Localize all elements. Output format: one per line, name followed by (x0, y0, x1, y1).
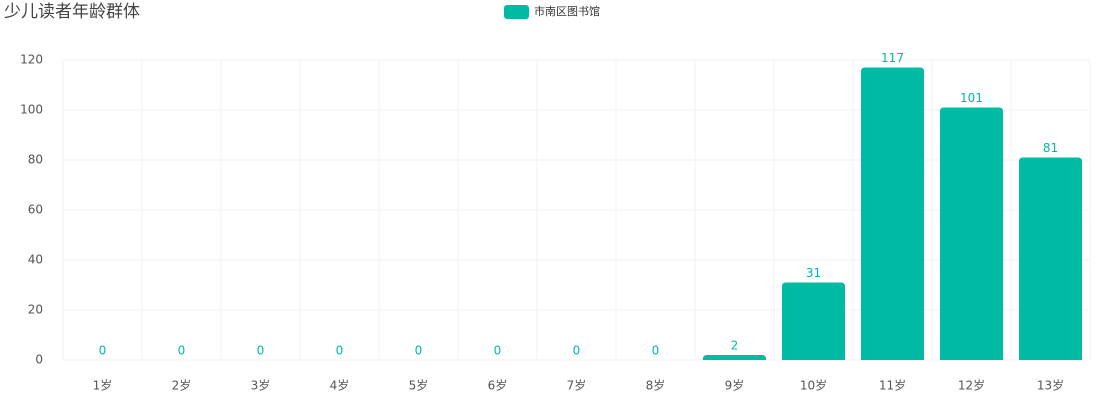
chart-title: 少儿读者年龄群体 (4, 2, 140, 22)
y-tick-label: 100 (20, 103, 43, 117)
data-label: 0 (257, 344, 265, 358)
y-tick-label: 60 (28, 203, 43, 217)
x-tick-label: 3岁 (251, 378, 271, 393)
x-tick-label: 1岁 (93, 378, 113, 393)
x-tick-label: 10岁 (800, 378, 827, 393)
x-tick-label: 9岁 (725, 378, 745, 393)
x-tick-label: 13岁 (1037, 378, 1064, 393)
y-tick-label: 120 (20, 53, 43, 67)
data-label: 0 (99, 344, 107, 358)
y-tick-label: 80 (28, 153, 43, 167)
x-tick-label: 4岁 (330, 378, 350, 393)
y-tick-label: 0 (35, 353, 43, 367)
data-label: 0 (652, 344, 660, 358)
data-label: 0 (415, 344, 423, 358)
x-tick-label: 6岁 (488, 378, 508, 393)
data-label: 101 (960, 91, 983, 105)
bar (1019, 157, 1082, 360)
y-tick-label: 20 (28, 303, 43, 317)
data-label: 0 (178, 344, 186, 358)
bar (782, 282, 845, 360)
y-tick-label: 40 (28, 253, 43, 267)
legend-label: 市南区图书馆 (534, 4, 600, 18)
bar (703, 355, 766, 360)
x-tick-label: 12岁 (958, 378, 985, 393)
bar (940, 107, 1003, 360)
data-label: 0 (336, 344, 344, 358)
data-label: 117 (881, 51, 904, 65)
legend-swatch (504, 5, 529, 19)
data-label: 0 (573, 344, 581, 358)
data-label: 0 (494, 344, 502, 358)
x-tick-label: 7岁 (567, 378, 587, 393)
data-label: 81 (1043, 141, 1058, 155)
x-tick-label: 2岁 (172, 378, 192, 393)
x-tick-label: 5岁 (409, 378, 429, 393)
bar (861, 67, 924, 360)
x-tick-label: 8岁 (646, 378, 666, 393)
data-label: 31 (806, 266, 821, 280)
x-tick-label: 11岁 (879, 378, 906, 393)
data-label: 2 (731, 339, 739, 353)
